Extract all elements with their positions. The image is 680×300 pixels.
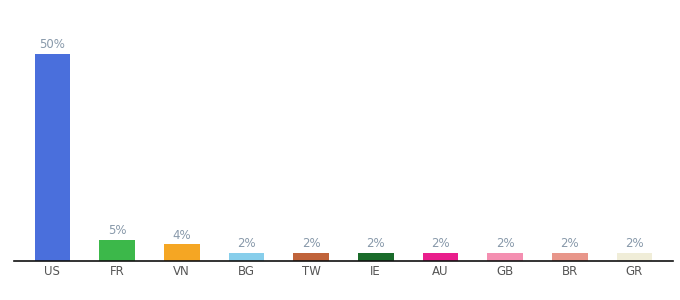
- Text: 2%: 2%: [496, 237, 514, 250]
- Text: 2%: 2%: [431, 237, 449, 250]
- Bar: [617, 253, 652, 261]
- Bar: [358, 253, 394, 261]
- Text: 2%: 2%: [625, 237, 644, 250]
- Bar: [552, 253, 588, 261]
- Bar: [293, 253, 329, 261]
- Text: 4%: 4%: [173, 229, 191, 242]
- Bar: [164, 244, 199, 261]
- Bar: [35, 54, 70, 261]
- Bar: [422, 253, 458, 261]
- Text: 2%: 2%: [367, 237, 385, 250]
- Text: 2%: 2%: [560, 237, 579, 250]
- Text: 50%: 50%: [39, 38, 65, 51]
- Bar: [228, 253, 265, 261]
- Text: 2%: 2%: [302, 237, 320, 250]
- Text: 5%: 5%: [108, 224, 126, 237]
- Bar: [99, 240, 135, 261]
- Text: 2%: 2%: [237, 237, 256, 250]
- Bar: [488, 253, 523, 261]
